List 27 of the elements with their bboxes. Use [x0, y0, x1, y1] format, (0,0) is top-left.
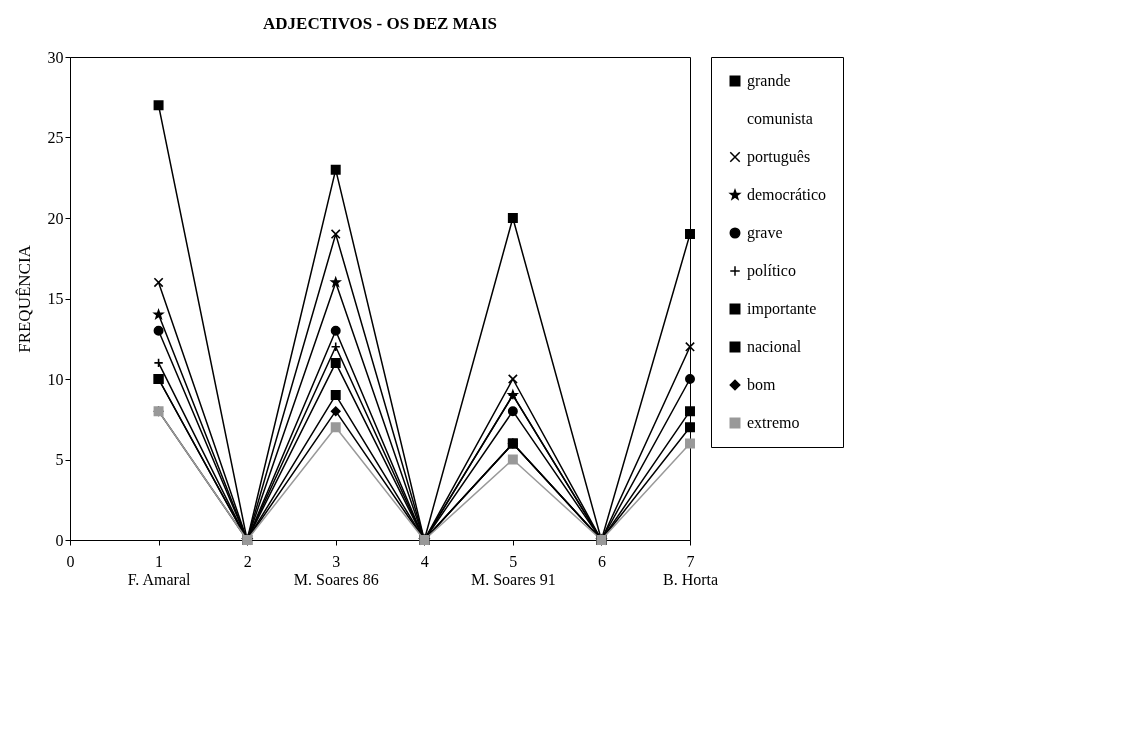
legend-label: nacional [747, 338, 802, 355]
y-axis-title: FREQUÊNCIA [14, 244, 34, 353]
x-tick-label: 4 [420, 552, 429, 570]
legend-label: político [747, 262, 796, 280]
x-tick-label: 5 M. Soares 91 [470, 552, 556, 588]
legend-label: importante [747, 300, 817, 318]
legend-label: democrático [747, 186, 827, 203]
y-tick-label: 5 [55, 451, 64, 468]
legend-label: português [747, 148, 811, 166]
legend-label: grande [747, 72, 791, 90]
legend-label: grave [747, 224, 783, 242]
y-tick-label: 0 [55, 531, 64, 549]
legend-label: bom [747, 376, 776, 393]
legend-label: extremo [747, 414, 800, 431]
y-tick-label: 25 [47, 129, 64, 146]
chart-title: ADJECTIVOS - OS DEZ MAIS [263, 14, 497, 33]
y-tick-label: 10 [47, 370, 64, 388]
x-tick-label: 3 M. Soares 86 [293, 552, 379, 588]
x-tick-label: 0 [66, 552, 75, 570]
x-tick-label: 7 B. Horta [662, 552, 719, 588]
y-tick-label: 15 [47, 290, 64, 307]
y-tick-label: 30 [47, 48, 64, 66]
x-tick-label: 1 F. Amaral [127, 552, 191, 588]
text: comunista [747, 110, 813, 127]
x-tick-label: 2 [243, 552, 252, 570]
y-tick-label: 20 [47, 209, 64, 227]
x-tick-label: 6 [597, 552, 606, 570]
